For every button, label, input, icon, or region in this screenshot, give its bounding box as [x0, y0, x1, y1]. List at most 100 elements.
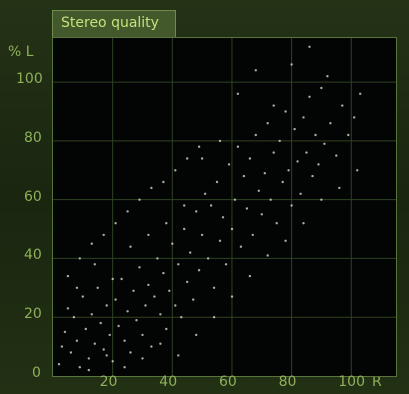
scatter-point [317, 163, 320, 166]
y-tick-label: 40 [24, 247, 42, 264]
scatter-point [135, 319, 138, 322]
scatter-point [308, 45, 311, 48]
scatter-point [99, 321, 102, 325]
scatter-point [102, 233, 105, 237]
scatter-point [144, 304, 147, 307]
scatter-point [218, 239, 222, 242]
y-tick-label: 0 [32, 365, 41, 381]
scatter-point [263, 172, 266, 175]
scatter-point [177, 354, 180, 357]
scatter-point [275, 222, 278, 225]
y-tick-label: 60 [24, 188, 42, 205]
scatter-point [117, 324, 120, 328]
scatter-point [177, 263, 180, 266]
scatter-point [90, 313, 93, 316]
scatter-point [57, 363, 61, 366]
scatter-point [111, 360, 114, 363]
scatter-point [72, 316, 76, 319]
scatter-point [248, 157, 252, 160]
scatter-point [239, 245, 243, 248]
scatter-point [120, 277, 123, 281]
scatter-point [242, 174, 246, 178]
scatter-point [165, 327, 168, 331]
y-tick-label: 100 [16, 71, 43, 88]
scatter-point [162, 271, 165, 275]
scatter-point [123, 366, 126, 369]
scatter-point [308, 95, 311, 98]
scatter-point [129, 245, 132, 248]
scatter-point [221, 216, 225, 219]
scatter-point [93, 342, 96, 345]
scatter-point [171, 242, 174, 245]
scatter-point [293, 127, 296, 131]
scatter-point [114, 298, 117, 301]
scatter-point [335, 154, 338, 157]
scatter-point [183, 204, 186, 207]
scatter-point [296, 160, 299, 163]
scatter-point [96, 286, 99, 289]
y-tick-label: 20 [24, 306, 42, 323]
scatter-point [212, 316, 216, 319]
scatter-point [123, 339, 126, 342]
scatter-plot [53, 38, 396, 376]
scatter-point [224, 263, 228, 266]
scatter-point [272, 151, 275, 154]
scatter-point [180, 316, 183, 319]
scatter-point [141, 357, 144, 360]
scatter-point [60, 345, 64, 348]
scatter-point [347, 133, 350, 137]
scatter-point [126, 210, 129, 213]
scatter-point [284, 239, 287, 242]
scatter-point [257, 189, 260, 192]
scatter-point [159, 313, 162, 316]
scatter-point [195, 210, 198, 213]
scatter-point [159, 342, 162, 345]
scatter-point [108, 333, 111, 337]
scatter-point [284, 110, 287, 113]
scatter-point [209, 204, 213, 207]
scatter-point [150, 186, 153, 190]
scatter-point [299, 192, 302, 195]
scatter-point [356, 169, 359, 172]
scatter-point [323, 142, 326, 145]
scatter-point [138, 198, 141, 201]
scatter-point [251, 233, 254, 237]
scatter-point [359, 92, 362, 95]
x-axis-label: R [372, 374, 382, 390]
scatter-point [203, 192, 207, 195]
scatter-point [272, 104, 275, 107]
scatter-point [114, 222, 117, 225]
scatter-point [311, 174, 314, 178]
scatter-point [197, 145, 201, 148]
scatter-point [93, 263, 96, 266]
scatter-point [165, 222, 168, 225]
scatter-point [218, 139, 222, 143]
scatter-point [287, 169, 290, 172]
scatter-point [320, 86, 323, 90]
scatter-point [200, 233, 204, 237]
scatter-point [338, 186, 341, 190]
scatter-point [66, 274, 70, 278]
scatter-point [254, 69, 257, 72]
scatter-point [278, 139, 281, 143]
scatter-point [353, 116, 356, 119]
scatter-point [227, 163, 231, 166]
scatter-point [206, 257, 210, 260]
scatter-point [168, 289, 171, 292]
scatter-point [63, 330, 67, 334]
y-axis-label: % L [8, 44, 34, 60]
x-tick-label: 100 [338, 374, 365, 390]
scatter-point [132, 289, 135, 292]
scatter-point [266, 254, 269, 257]
scatter-point [87, 368, 90, 372]
scatter-point [105, 304, 108, 307]
scatter-point [186, 157, 189, 160]
scatter-plot-area [52, 37, 397, 377]
x-tick-label: 40 [159, 374, 178, 390]
scatter-point [102, 348, 105, 351]
scatter-point [90, 242, 93, 245]
scatter-point [269, 198, 272, 201]
x-tick-label: 20 [99, 374, 118, 390]
scatter-point [66, 307, 70, 310]
